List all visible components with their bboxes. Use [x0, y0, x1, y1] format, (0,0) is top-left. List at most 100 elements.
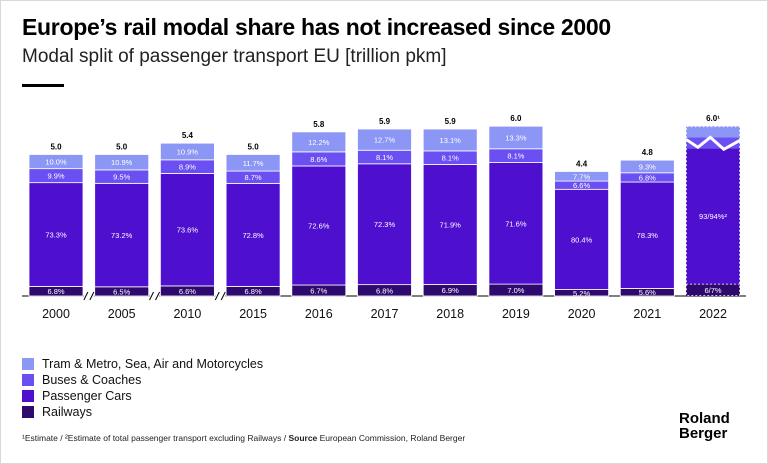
total-label-2016: 5.8	[313, 120, 325, 129]
legend-label-railways: Railways	[42, 405, 93, 419]
bar-buses-coaches-2022	[686, 137, 740, 149]
bar-label-passenger-cars-2021: 78.3%	[637, 231, 659, 240]
legend-swatch-buses	[22, 374, 34, 386]
bar-label-railways-2016: 6.7%	[310, 287, 327, 296]
legend-label-other: Tram & Metro, Sea, Air and Motorcycles	[42, 357, 264, 371]
bar-label-tram-metro-sea-air-and-motorcycles-2010: 10.9%	[177, 148, 199, 157]
legend-item-other: Tram & Metro, Sea, Air and Motorcycles	[22, 356, 263, 372]
bar-tram-metro-sea-air-and-motorcycles-2010	[159, 142, 215, 161]
total-label-2020: 4.4	[576, 159, 588, 168]
bar-passenger-cars-2022	[686, 148, 740, 285]
total-label-2010: 5.4	[182, 131, 194, 140]
bar-label-passenger-cars-2020: 80.4%	[571, 235, 593, 244]
bar-label-railways-2005: 6.5%	[113, 287, 130, 296]
axis-break-mark-a-2005	[149, 291, 154, 301]
axis-break-mark-b-2005	[155, 291, 160, 301]
x-tick-label-2021: 2021	[633, 307, 661, 321]
bar-tram-metro-sea-air-and-motorcycles-2021	[619, 159, 675, 174]
bar-label-railways-2018: 6.9%	[442, 286, 459, 295]
bar-passenger-cars-2020	[554, 188, 609, 290]
bar-label-buses-coaches-2000: 9.9%	[47, 172, 64, 181]
total-label-2017: 5.9	[379, 117, 391, 126]
bar-label-buses-coaches-2016: 8.6%	[310, 155, 327, 164]
bar-label-tram-metro-sea-air-and-motorcycles-2015: 11.7%	[243, 159, 264, 168]
footnote-source-text: European Commission, Roland Berger	[317, 433, 466, 443]
footnote: ¹Estimate / ²Estimate of total passenger…	[22, 433, 465, 443]
legend-swatch-cars	[22, 390, 34, 402]
bar-label-railways-2015: 6.8%	[245, 287, 262, 296]
bar-passenger-cars-2015	[225, 182, 281, 287]
x-tick-label-2019: 2019	[502, 307, 530, 321]
bar-label-passenger-cars-2022: 93/94%²	[699, 212, 727, 221]
bar-label-buses-coaches-2018: 8.1%	[442, 154, 459, 163]
estimate-outline	[686, 126, 740, 296]
axis-break-gap-2010	[215, 292, 226, 300]
legend-item-buses: Buses & Coaches	[22, 372, 263, 388]
bar-label-passenger-cars-2015: 72.8%	[242, 231, 264, 240]
bar-railways-2022	[686, 284, 740, 296]
estimate-break-zigzag	[685, 135, 741, 152]
footnote-source-label: Source	[288, 433, 318, 443]
bar-label-tram-metro-sea-air-and-motorcycles-2020: 7.7%	[573, 172, 590, 181]
bar-label-buses-coaches-2020: 6.6%	[573, 181, 590, 190]
bar-label-tram-metro-sea-air-and-motorcycles-2018: 13.1%	[440, 136, 462, 145]
chart-title: Europe’s rail modal share has not increa…	[22, 14, 611, 40]
bar-label-tram-metro-sea-air-and-motorcycles-2019: 13.3%	[505, 133, 527, 142]
bar-tram-metro-sea-air-and-motorcycles-2017	[357, 128, 412, 151]
legend-item-cars: Passenger Cars	[22, 388, 263, 404]
bar-tram-metro-sea-air-and-motorcycles-2022	[686, 126, 740, 138]
bar-label-tram-metro-sea-air-and-motorcycles-2017: 12.7%	[374, 136, 396, 145]
total-label-2019: 6.0	[510, 114, 522, 123]
axis-break-gap-2000	[83, 292, 94, 300]
bar-label-passenger-cars-2017: 72.3%	[374, 220, 396, 229]
bar-passenger-cars-2019	[488, 162, 544, 285]
bar-label-tram-metro-sea-air-and-motorcycles-2016: 12.2%	[308, 138, 330, 147]
bar-label-tram-metro-sea-air-and-motorcycles-2005: 10.9%	[111, 158, 133, 167]
total-label-2018: 5.9	[445, 117, 457, 126]
axis-break-mark-b-2010	[220, 291, 226, 301]
logo-line-2: Berger	[679, 425, 728, 442]
bar-tram-metro-sea-air-and-motorcycles-2018	[422, 128, 478, 152]
chart-legend: Tram & Metro, Sea, Air and Motorcycles B…	[22, 356, 263, 420]
bar-tram-metro-sea-air-and-motorcycles-2015	[225, 154, 281, 172]
x-tick-label-2018: 2018	[436, 307, 464, 321]
bar-label-railways-2000: 6.8%	[47, 287, 64, 296]
total-label-2000: 5.0	[50, 143, 62, 152]
bar-label-passenger-cars-2010: 73.6%	[177, 226, 199, 235]
title-rule	[22, 84, 64, 87]
bar-passenger-cars-2018	[422, 164, 478, 285]
x-tick-label-2016: 2016	[305, 307, 333, 321]
bar-tram-metro-sea-air-and-motorcycles-2016	[291, 131, 347, 153]
bar-label-buses-coaches-2010: 8.9%	[179, 163, 196, 172]
bar-label-passenger-cars-2019: 71.6%	[505, 219, 527, 228]
x-tick-label-2015: 2015	[239, 307, 267, 321]
bar-tram-metro-sea-air-and-motorcycles-2019	[488, 125, 544, 150]
bar-passenger-cars-2017	[357, 163, 412, 286]
bar-tram-metro-sea-air-and-motorcycles-2005	[94, 154, 150, 171]
bar-passenger-cars-2005	[94, 182, 150, 288]
bar-label-buses-coaches-2005: 9.5%	[113, 173, 130, 182]
bar-label-railways-2020: 5.2%	[573, 289, 590, 298]
axis-break-mark-a-2000	[83, 291, 89, 301]
bar-label-railways-2010: 6.6%	[179, 287, 196, 296]
legend-label-cars: Passenger Cars	[42, 389, 132, 403]
legend-label-buses: Buses & Coaches	[42, 373, 142, 387]
bar-tram-metro-sea-air-and-motorcycles-2000	[28, 154, 84, 170]
total-label-2005: 5.0	[116, 143, 128, 152]
axis-break-mark-a-2010	[214, 291, 220, 301]
bar-label-railways-2022: 6/7%	[704, 286, 721, 295]
footnote-text: ¹Estimate / ²Estimate of total passenger…	[22, 433, 289, 443]
axis-break-mark-b-2000	[89, 291, 95, 301]
bar-label-buses-coaches-2021: 6.8%	[639, 173, 656, 182]
bar-label-railways-2017: 6.8%	[376, 286, 393, 295]
bar-passenger-cars-2010	[159, 173, 215, 287]
total-label-2021: 4.8	[642, 148, 654, 157]
bar-label-buses-coaches-2017: 8.1%	[376, 153, 393, 162]
total-label-2015: 5.0	[248, 143, 260, 152]
bar-passenger-cars-2000	[28, 182, 84, 287]
bar-label-railways-2021: 5.6%	[639, 288, 656, 297]
bar-label-passenger-cars-2016: 72.6%	[308, 221, 330, 230]
x-tick-label-2000: 2000	[42, 307, 70, 321]
x-tick-label-2022: 2022	[699, 307, 727, 321]
